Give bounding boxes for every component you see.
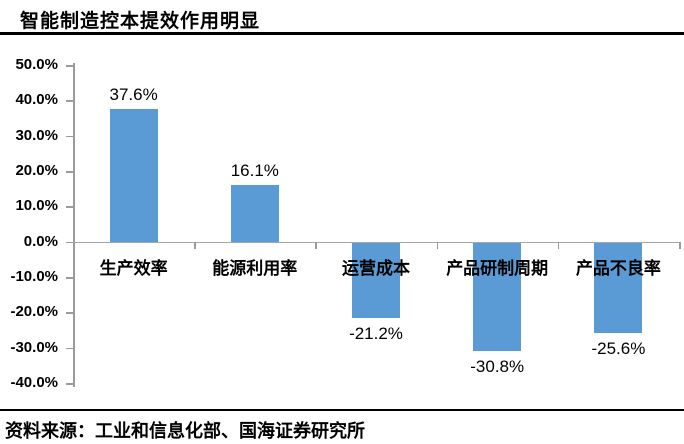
y-axis-tick bbox=[66, 383, 73, 385]
category-tick bbox=[679, 241, 681, 249]
y-axis-label: 40.0% bbox=[15, 91, 58, 109]
category-tick bbox=[436, 241, 439, 249]
bar bbox=[473, 242, 522, 352]
category-label: 产品不良率 bbox=[575, 258, 661, 278]
bar bbox=[109, 108, 158, 242]
bar-chart: 50.0% 40.0% 30.0% 20.0% 10.0% 0.0% -10.0% -20.0… bbox=[0, 40, 684, 405]
category-label: 运营成本 bbox=[342, 258, 410, 278]
y-axis-label: 10.0% bbox=[15, 197, 58, 215]
y-axis-tick bbox=[66, 135, 73, 138]
y-axis-label: -40.0% bbox=[10, 374, 58, 391]
bar-value-label: 16.1% bbox=[230, 160, 279, 180]
bar-value-label: -21.2% bbox=[349, 323, 403, 343]
category-tick bbox=[194, 241, 196, 249]
y-axis-tick bbox=[66, 277, 73, 279]
y-axis-label: 20.0% bbox=[15, 162, 58, 179]
page-title: 智能制造控本提效作用明显 bbox=[20, 11, 261, 32]
source-text: 资料来源：工业和信息化部、国海证券研究所 bbox=[5, 417, 365, 443]
title-underline bbox=[0, 32, 684, 35]
y-axis-tick bbox=[66, 312, 73, 314]
category-label: 产品研制周期 bbox=[446, 258, 549, 278]
y-axis-label: 50.0% bbox=[15, 56, 58, 73]
y-axis-label: 0.0% bbox=[23, 232, 58, 250]
category-tick bbox=[315, 241, 317, 249]
y-axis-tick bbox=[66, 206, 73, 208]
y-axis-label: -30.0% bbox=[10, 338, 58, 356]
y-axis-line bbox=[73, 63, 75, 387]
bar bbox=[352, 242, 400, 318]
y-axis-label: -20.0% bbox=[10, 303, 58, 321]
bar-value-label: -25.6% bbox=[591, 339, 646, 359]
category-label: 能源利用率 bbox=[212, 258, 298, 278]
y-axis-tick bbox=[66, 171, 73, 173]
category-label: 生产效率 bbox=[99, 258, 168, 278]
y-axis-tick bbox=[66, 65, 73, 67]
source-value: 工业和信息化部、国海证券研究所 bbox=[95, 421, 365, 441]
bar-value-label: 37.6% bbox=[109, 84, 158, 104]
source-label: 资料来源： bbox=[5, 421, 95, 441]
y-axis-tick bbox=[66, 241, 73, 244]
bar-value-label: -30.8% bbox=[470, 357, 525, 377]
category-tick bbox=[557, 241, 560, 249]
bar bbox=[230, 184, 279, 242]
footer-divider bbox=[0, 409, 684, 411]
y-axis-tick bbox=[66, 347, 73, 350]
y-axis-tick bbox=[66, 100, 73, 102]
y-axis-label: -10.0% bbox=[10, 268, 58, 285]
bar bbox=[594, 242, 643, 334]
y-axis-label: 30.0% bbox=[15, 126, 58, 144]
x-axis-line bbox=[73, 241, 679, 244]
